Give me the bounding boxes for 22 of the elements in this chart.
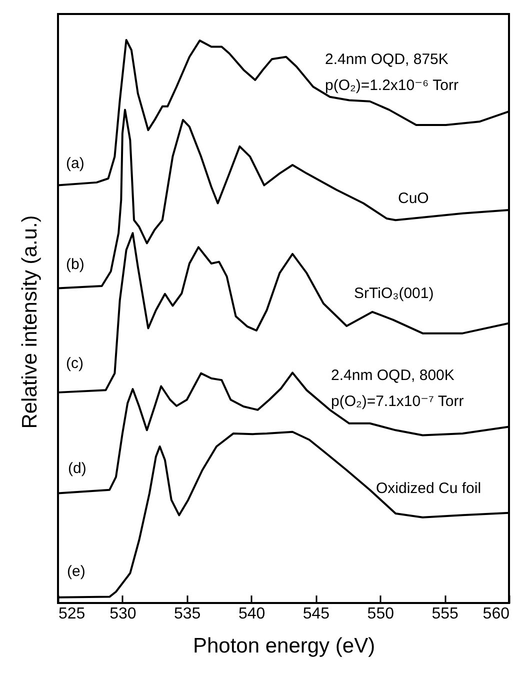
annotation: (a) — [66, 155, 84, 172]
annotation: (c) — [66, 355, 84, 372]
annotation: p(O₂)=1.2x10⁻⁶ Torr — [325, 77, 458, 94]
annotation: SrTiO₃(001) — [354, 285, 434, 302]
x-tick-label: 550 — [367, 606, 394, 622]
x-tick-label: 555 — [432, 606, 459, 622]
annotation: 2.4nm OQD, 800K — [331, 367, 454, 384]
x-tick-label: 525 — [58, 606, 86, 622]
x-axis-title: Photon energy (eV) — [192, 634, 376, 658]
annotation: (b) — [66, 256, 84, 273]
annotation: p(O₂)=7.1x10⁻⁷ Torr — [331, 393, 464, 410]
annotation: CuO — [398, 190, 429, 207]
x-tick-label: 535 — [174, 606, 201, 622]
annotation: (d) — [68, 460, 86, 477]
annotation: 2.4nm OQD, 875K — [325, 51, 448, 68]
x-tick-label: 545 — [302, 606, 330, 622]
x-tick-label: 560 — [482, 606, 510, 622]
x-tick-label: 530 — [110, 606, 136, 622]
y-axis-title: Relative intensity (a.u.) — [18, 215, 42, 429]
x-tick-label: 540 — [238, 606, 266, 622]
annotation: (e) — [67, 563, 86, 580]
annotation: Oxidized Cu foil — [376, 480, 482, 497]
